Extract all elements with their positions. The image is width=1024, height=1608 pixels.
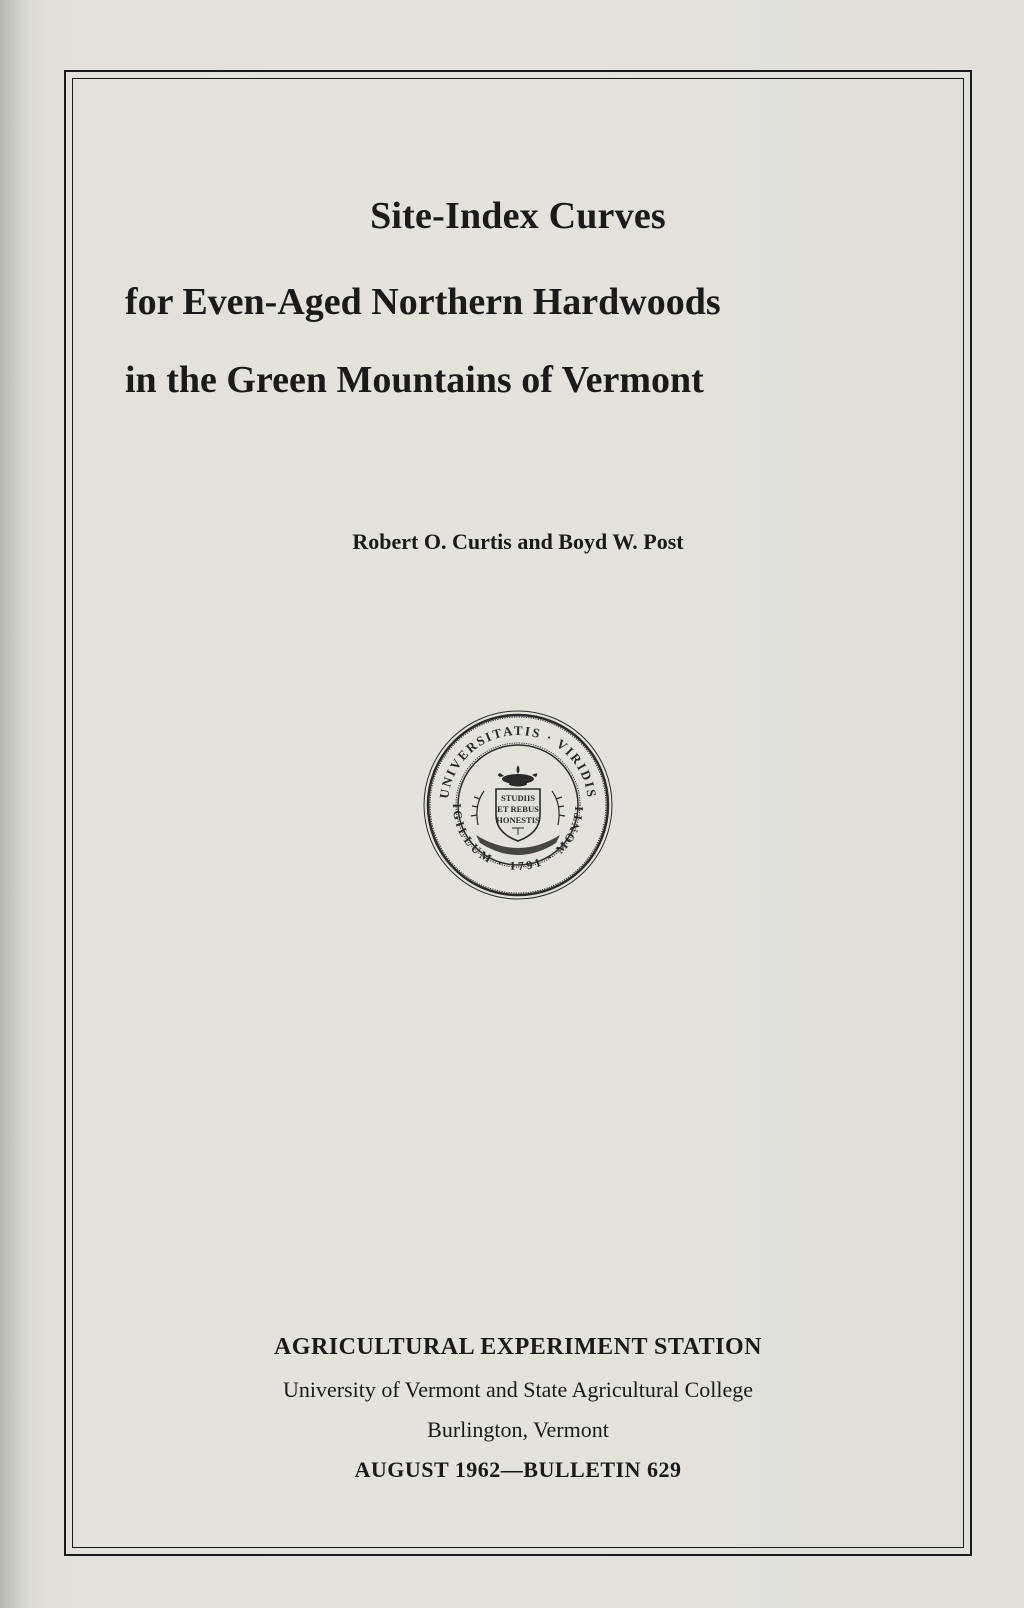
outer-rule: Site-Index Curves for Even-Aged Northern… [64,70,972,1556]
footer-location: Burlington, Vermont [73,1417,963,1443]
laurel-left-icon [471,791,484,825]
title-line-2: for Even-Aged Northern Hardwoods [121,283,915,321]
shield-text-3: HONESTIS [496,815,540,825]
title-line-3: in the Green Mountains of Vermont [121,361,915,399]
shield-text-2: ET REBUS [497,804,539,814]
university-seal-icon: UNIVERSITATIS · VIRIDIS SIGILLUM · 1791 … [418,705,618,905]
shield-text-1: STUDIIS [501,793,535,803]
authors: Robert O. Curtis and Boyd W. Post [352,529,683,555]
seal-wrap: UNIVERSITATIS · VIRIDIS SIGILLUM · 1791 … [418,705,618,905]
scanned-page: Site-Index Curves for Even-Aged Northern… [0,0,1024,1608]
shield-icon: STUDIIS ET REBUS HONESTIS [496,789,540,841]
title-block: Site-Index Curves for Even-Aged Northern… [121,197,915,439]
footer-affiliation: University of Vermont and State Agricult… [73,1377,963,1403]
footer-station: AGRICULTURAL EXPERIMENT STATION [73,1334,963,1361]
laurel-right-icon [552,791,565,825]
footer-block: AGRICULTURAL EXPERIMENT STATION Universi… [73,1334,963,1483]
lamp-icon [498,765,537,787]
footer-date-bulletin: AUGUST 1962—BULLETIN 629 [73,1457,963,1483]
inner-rule: Site-Index Curves for Even-Aged Northern… [72,78,964,1548]
title-line-1: Site-Index Curves [121,197,915,235]
